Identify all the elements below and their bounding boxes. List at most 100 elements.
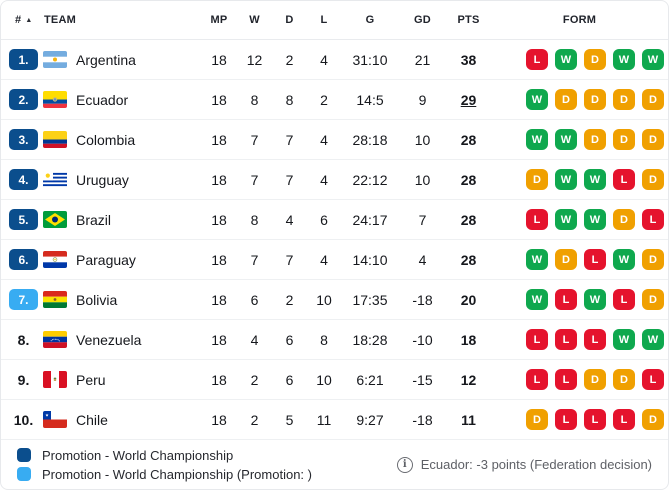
header-position[interactable]: # ▲ xyxy=(1,1,43,40)
note-text: Ecuador: -3 points (Federation decision) xyxy=(420,457,652,472)
form-badge-draw[interactable]: D xyxy=(642,129,664,150)
g-cell: 18:28 xyxy=(341,319,399,360)
form-badge-loss[interactable]: L xyxy=(584,409,606,430)
form-badge-loss[interactable]: L xyxy=(642,209,664,230)
table-row[interactable]: 7. Bolivia 18 6 2 10 17:35 -18 20 W L W L D xyxy=(1,279,668,320)
form-badge-loss[interactable]: L xyxy=(555,289,577,310)
form-badge-loss[interactable]: L xyxy=(526,369,548,390)
form-badge-win[interactable]: W xyxy=(555,129,577,150)
form-badge-win[interactable]: W xyxy=(526,289,548,310)
team-cell[interactable]: Argentina xyxy=(43,39,201,80)
team-cell[interactable]: Colombia xyxy=(43,119,201,160)
form-badge-draw[interactable]: D xyxy=(584,369,606,390)
team-cell[interactable]: Peru xyxy=(43,359,201,400)
mp-cell: 18 xyxy=(201,399,237,440)
table-row[interactable]: 8. Venezuela 18 4 6 8 18:28 -10 18 L L L W W xyxy=(1,319,668,360)
header-draws[interactable]: D xyxy=(272,1,307,40)
header-wins[interactable]: W xyxy=(237,1,272,40)
form-badge-draw[interactable]: D xyxy=(642,289,664,310)
form-badge-loss[interactable]: L xyxy=(526,49,548,70)
table-row[interactable]: 4. Uruguay 18 7 7 4 22:12 10 28 D W W L D xyxy=(1,159,668,200)
table-row[interactable]: 9. Peru 18 2 6 10 6:21 -15 12 L L D D L xyxy=(1,359,668,400)
form-badge-win[interactable]: W xyxy=(642,49,664,70)
form-badge-loss[interactable]: L xyxy=(613,169,635,190)
form-badge-win[interactable]: W xyxy=(555,209,577,230)
gd-cell: -18 xyxy=(399,399,446,440)
header-goal-diff[interactable]: GD xyxy=(399,1,446,40)
form-badge-draw[interactable]: D xyxy=(555,89,577,110)
table-row[interactable]: 5. Brazil 18 8 4 6 24:17 7 28 L W W D L xyxy=(1,199,668,240)
form-badge-win[interactable]: W xyxy=(526,249,548,270)
form-badge-win[interactable]: W xyxy=(555,49,577,70)
form-badge-draw[interactable]: D xyxy=(526,169,548,190)
form-badge-loss[interactable]: L xyxy=(526,209,548,230)
form-badge-loss[interactable]: L xyxy=(555,329,577,350)
form-badge-draw[interactable]: D xyxy=(555,249,577,270)
g-cell: 22:12 xyxy=(341,159,399,200)
header-team[interactable]: TEAM xyxy=(43,1,201,40)
form-badge-win[interactable]: W xyxy=(555,169,577,190)
mp-cell: 18 xyxy=(201,239,237,280)
form-badge-loss[interactable]: L xyxy=(642,369,664,390)
form-badge-win[interactable]: W xyxy=(642,329,664,350)
form-badge-loss[interactable]: L xyxy=(584,249,606,270)
form-badge-loss[interactable]: L xyxy=(555,409,577,430)
form-badge-loss[interactable]: L xyxy=(555,369,577,390)
form-badge-loss[interactable]: L xyxy=(613,289,635,310)
form-badge-win[interactable]: W xyxy=(584,169,606,190)
header-mp[interactable]: MP xyxy=(201,1,237,40)
team-cell[interactable]: Venezuela xyxy=(43,319,201,360)
form-badge-draw[interactable]: D xyxy=(613,369,635,390)
w-cell: 8 xyxy=(237,199,272,240)
l-cell: 10 xyxy=(307,359,341,400)
form-badge-win[interactable]: W xyxy=(613,329,635,350)
team-cell[interactable]: Brazil xyxy=(43,199,201,240)
g-cell: 9:27 xyxy=(341,399,399,440)
l-cell: 2 xyxy=(307,79,341,120)
form-badge-draw[interactable]: D xyxy=(642,409,664,430)
form-badge-draw[interactable]: D xyxy=(584,89,606,110)
legend-item-promotion-primary: Promotion - World Championship xyxy=(17,448,312,463)
team-cell[interactable]: Ecuador xyxy=(43,79,201,120)
form-badge-loss[interactable]: L xyxy=(584,329,606,350)
team-cell[interactable]: Uruguay xyxy=(43,159,201,200)
position-number: 8. xyxy=(17,331,30,348)
form-badge-draw[interactable]: D xyxy=(613,89,635,110)
table-row[interactable]: 1. Argentina 18 12 2 4 31:10 21 38 L W D W W xyxy=(1,39,668,80)
team-cell[interactable]: Chile xyxy=(43,399,201,440)
form-badge-draw[interactable]: D xyxy=(584,49,606,70)
gd-cell: 10 xyxy=(399,159,446,200)
form-badge-loss[interactable]: L xyxy=(526,329,548,350)
form-badge-win[interactable]: W xyxy=(584,209,606,230)
form-badge-draw[interactable]: D xyxy=(642,89,664,110)
table-row[interactable]: 3. Colombia 18 7 7 4 28:18 10 28 W W D D D xyxy=(1,119,668,160)
form-badge-draw[interactable]: D xyxy=(642,169,664,190)
l-cell: 6 xyxy=(307,199,341,240)
form-badge-loss[interactable]: L xyxy=(613,409,635,430)
form-badge-win[interactable]: W xyxy=(526,129,548,150)
form-badge-draw[interactable]: D xyxy=(613,129,635,150)
team-cell[interactable]: Paraguay xyxy=(43,239,201,280)
form-badge-win[interactable]: W xyxy=(613,249,635,270)
team-cell[interactable]: Bolivia xyxy=(43,279,201,320)
header-goals[interactable]: G xyxy=(341,1,399,40)
table-row[interactable]: 2. Ecuador 18 8 8 2 14:5 9 29 W D D D D xyxy=(1,79,668,120)
form-badge-win[interactable]: W xyxy=(584,289,606,310)
points-cell: 18 xyxy=(446,319,491,360)
form-badge-draw[interactable]: D xyxy=(613,209,635,230)
form-badge-win[interactable]: W xyxy=(613,49,635,70)
header-form: FORM xyxy=(491,1,668,40)
header-points[interactable]: PTS xyxy=(446,1,491,40)
form-badge-draw[interactable]: D xyxy=(642,249,664,270)
points-value: 28 xyxy=(460,171,477,188)
table-row[interactable]: 6. Paraguay 18 7 7 4 14:10 4 28 W D L W D xyxy=(1,239,668,280)
table-header-row: # ▲ TEAM MP W D L G GD PTS FORM xyxy=(1,1,668,40)
form-badge-draw[interactable]: D xyxy=(584,129,606,150)
header-losses[interactable]: L xyxy=(307,1,341,40)
g-cell: 24:17 xyxy=(341,199,399,240)
form-badge-win[interactable]: W xyxy=(526,89,548,110)
team-name: Colombia xyxy=(76,131,136,148)
table-row[interactable]: 10. Chile 18 2 5 11 9:27 -18 11 D L L L D xyxy=(1,399,668,440)
form-badge-draw[interactable]: D xyxy=(526,409,548,430)
